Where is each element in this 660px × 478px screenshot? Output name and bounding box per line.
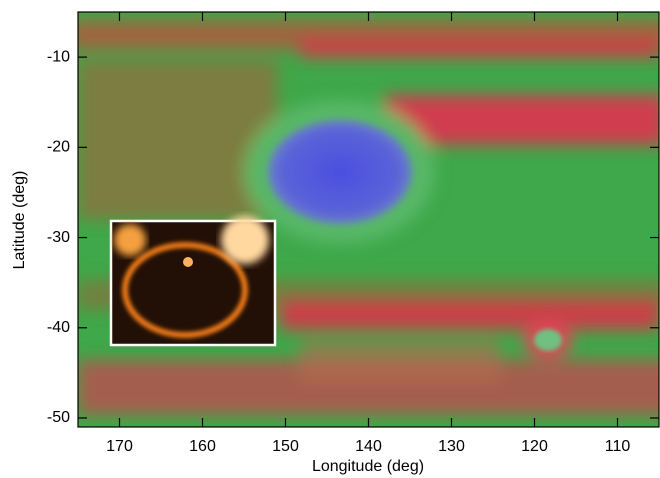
x-tick-label: 130 [438, 438, 465, 455]
y-tick-label: -40 [47, 319, 70, 336]
y-tick-label: -20 [47, 139, 70, 156]
x-tick-label: 120 [521, 438, 548, 455]
x-tick-label: 170 [106, 438, 133, 455]
x-tick-label: 140 [355, 438, 382, 455]
x-tick-label: 110 [605, 438, 631, 455]
page: Longitude (deg) Latitude (deg) 170 160 150… [0, 0, 660, 478]
chart: Longitude (deg) Latitude (deg) 170 160 150… [0, 0, 660, 478]
x-tick-label: 150 [272, 438, 299, 455]
y-tick-label: -30 [47, 229, 70, 246]
x-axis-label: Longitude (deg) [312, 458, 424, 475]
x-tick-label: 160 [189, 438, 216, 455]
y-tick-label: -50 [47, 409, 70, 426]
planet-image [70, 12, 660, 427]
y-axis-label: Latitude (deg) [11, 171, 28, 270]
y-tick-label: -10 [47, 48, 70, 65]
